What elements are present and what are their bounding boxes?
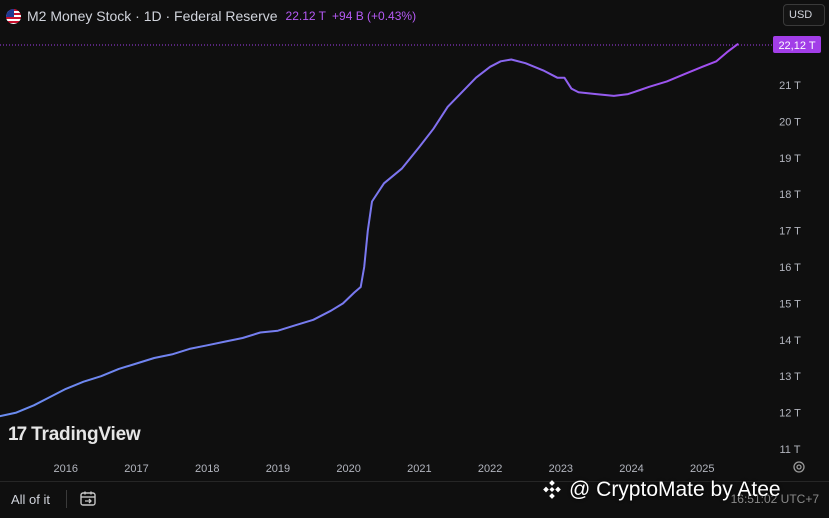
y-tick-label: 11 T — [780, 444, 801, 456]
last-price-tag — [773, 36, 821, 53]
series-line-m2 — [0, 43, 739, 418]
x-tick-label: 2020 — [336, 463, 360, 475]
x-tick-label: 2018 — [195, 463, 219, 475]
clock-readout[interactable]: 16:51:02 UTC+7 — [730, 492, 819, 506]
range-all-button[interactable]: All of it — [11, 492, 51, 507]
binance-icon — [543, 480, 561, 499]
x-tick-label: 2022 — [478, 463, 502, 475]
toolbar-divider — [66, 490, 67, 508]
last-price-label: 22,12 T — [778, 40, 815, 52]
tradingview-logo[interactable]: 17 TradingView — [8, 424, 141, 446]
symbol-value: 22.12 T — [285, 9, 327, 23]
y-tick-label: 13 T — [779, 371, 801, 383]
y-tick-label: 20 T — [779, 116, 801, 128]
y-tick-label: 21 T — [779, 80, 801, 92]
x-tick-label: 2023 — [549, 463, 573, 475]
x-tick-label: 2025 — [690, 463, 714, 475]
tradingview-mark-icon: 17 — [8, 424, 27, 445]
x-tick-label: 2024 — [619, 463, 643, 475]
tradingview-logo-text: TradingView — [31, 424, 141, 445]
bottom-toolbar: All of it 16:51:02 UTC+7 — [0, 481, 829, 518]
y-tick-label: 15 T — [779, 298, 801, 310]
currency-button[interactable]: USD — [783, 4, 825, 26]
go-to-date-icon[interactable] — [79, 490, 97, 508]
symbol-change: +94 B (+0.43%) — [332, 9, 417, 23]
x-tick-label: 2017 — [124, 463, 148, 475]
y-tick-label: 18 T — [779, 189, 801, 201]
y-tick-label: 16 T — [779, 262, 801, 274]
x-tick-label: 2016 — [54, 463, 78, 475]
y-tick-label: 12 T — [779, 408, 801, 420]
symbol-header: M2 Money Stock · 1D · Federal Reserve 22… — [6, 6, 416, 26]
x-tick-label: 2019 — [266, 463, 290, 475]
symbol-title[interactable]: M2 Money Stock · 1D · Federal Reserve — [27, 8, 278, 24]
us-flag-icon — [6, 8, 21, 24]
watermark: @ CryptoMate by Atee — [541, 478, 781, 502]
x-tick-label: 2021 — [407, 463, 431, 475]
y-tick-label: 17 T — [779, 226, 801, 238]
price-axis[interactable]: 11 T 12 T 13 T 14 T 15 T 16 T 17 T 18 T 19 T 20 T… — [779, 80, 801, 456]
settings-icon[interactable] — [792, 460, 806, 474]
time-axis[interactable]: 2016 2017 2018 2019 2020 2021 2022 2023 2024 2025 — [54, 463, 715, 475]
y-tick-label: 14 T — [779, 335, 801, 347]
watermark-text: @ CryptoMate by Atee — [569, 478, 781, 501]
y-tick-label: 19 T — [779, 153, 801, 165]
